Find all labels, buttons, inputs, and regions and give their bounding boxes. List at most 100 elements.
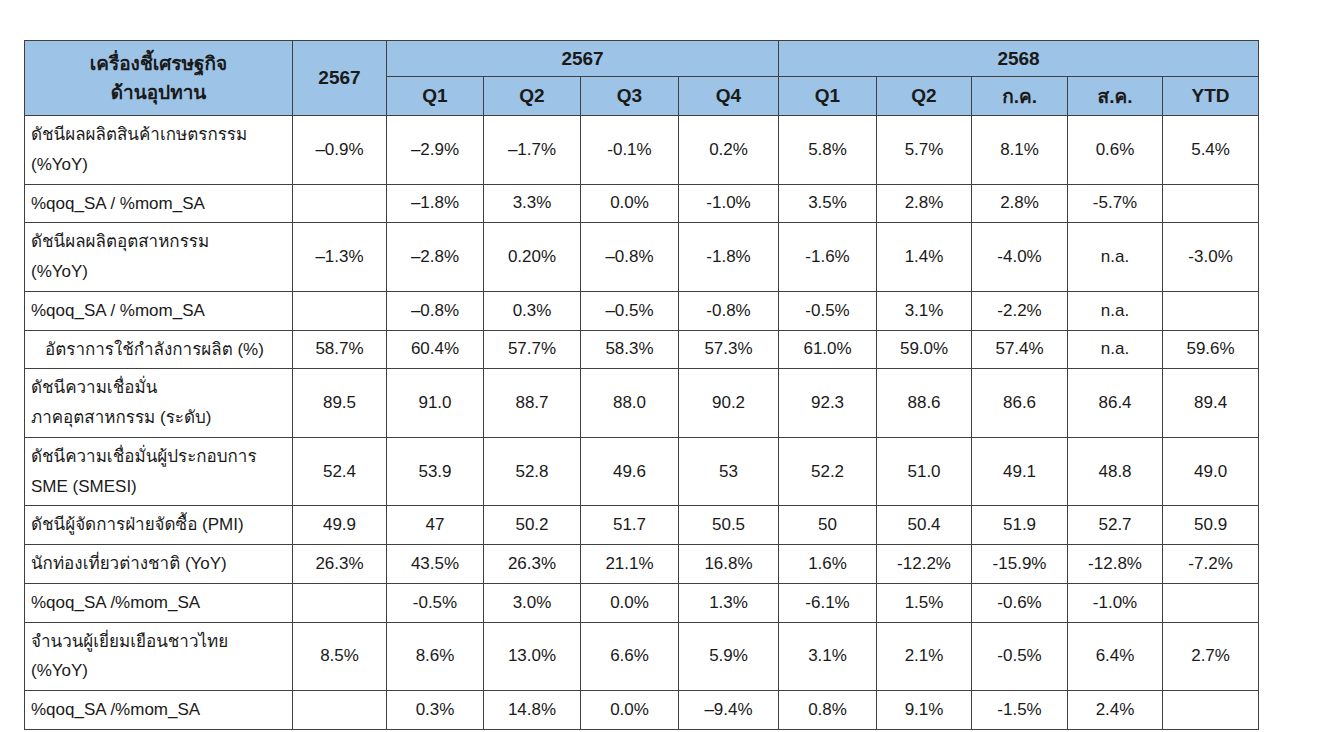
value-cell: 58.7% [293, 330, 387, 369]
value-cell: 0.20% [484, 223, 581, 292]
value-cell: 52.2 [779, 437, 877, 506]
value-cell: –0.8% [581, 223, 679, 292]
value-cell: 8.6% [387, 622, 484, 691]
value-cell [1163, 691, 1259, 730]
value-cell: –0.8% [387, 291, 484, 330]
value-cell: 51.7 [581, 506, 679, 545]
value-cell: 50.2 [484, 506, 581, 545]
value-cell: 0.0% [581, 184, 679, 223]
value-cell: n.a. [1068, 223, 1163, 292]
value-cell: -7.2% [1163, 545, 1259, 584]
value-cell: 57.4% [972, 330, 1068, 369]
row-label: ดัชนีความเชื่อมั่นผู้ประกอบการ SME (SMES… [25, 437, 293, 506]
value-cell: 2.8% [972, 184, 1068, 223]
value-cell: 49.9 [293, 506, 387, 545]
value-cell: 89.5 [293, 369, 387, 438]
value-cell [1163, 184, 1259, 223]
value-cell: 0.6% [1068, 116, 1163, 185]
value-cell: 48.8 [1068, 437, 1163, 506]
value-cell: -1.0% [1068, 583, 1163, 622]
table-row: นักท่องเที่ยวต่างชาติ (YoY)26.3%43.5%26.… [25, 545, 1259, 584]
header-year-row: เครื่องชี้เศรษฐกิจ ด้านอุปทาน 2567 2567 … [25, 41, 1259, 77]
col-header-2568-q2: Q2 [877, 77, 972, 116]
value-cell: 49.1 [972, 437, 1068, 506]
value-cell: 6.6% [581, 622, 679, 691]
value-cell: 50.9 [1163, 506, 1259, 545]
value-cell: -12.2% [877, 545, 972, 584]
row-label: %qoq_SA / %mom_SA [25, 184, 293, 223]
col-header-2568-aug: ส.ค. [1068, 77, 1163, 116]
value-cell: 8.5% [293, 622, 387, 691]
value-cell: -15.9% [972, 545, 1068, 584]
value-cell: 59.0% [877, 330, 972, 369]
value-cell [293, 583, 387, 622]
value-cell: –0.9% [293, 116, 387, 185]
row-label: %qoq_SA /%mom_SA [25, 583, 293, 622]
value-cell: 5.4% [1163, 116, 1259, 185]
value-cell: 49.6 [581, 437, 679, 506]
value-cell: 88.6 [877, 369, 972, 438]
col-group-2567: 2567 [387, 41, 779, 77]
value-cell: –1.7% [484, 116, 581, 185]
value-cell: 3.1% [877, 291, 972, 330]
value-cell: 92.3 [779, 369, 877, 438]
value-cell: 8.1% [972, 116, 1068, 185]
value-cell: 6.4% [1068, 622, 1163, 691]
col-header-2567-q4: Q4 [679, 77, 779, 116]
value-cell: 52.8 [484, 437, 581, 506]
table-title: เครื่องชี้เศรษฐกิจ ด้านอุปทาน [25, 41, 293, 116]
value-cell: -0.8% [679, 291, 779, 330]
value-cell: 0.0% [581, 691, 679, 730]
value-cell: 1.6% [779, 545, 877, 584]
value-cell: –9.4% [679, 691, 779, 730]
col-header-2568-ytd: YTD [1163, 77, 1259, 116]
value-cell: 59.6% [1163, 330, 1259, 369]
value-cell: -1.5% [972, 691, 1068, 730]
table-body: ดัชนีผลผลิตสินค้าเกษตรกรรม (%YoY)–0.9%–2… [25, 116, 1259, 730]
value-cell: 3.0% [484, 583, 581, 622]
col-group-2568: 2568 [779, 41, 1259, 77]
table-row: ดัชนีความเชื่อมั่น ภาคอุตสาหกรรม (ระดับ)… [25, 369, 1259, 438]
value-cell: 1.5% [877, 583, 972, 622]
table-row: จำนวนผู้เยี่ยมเยือนชาวไทย (%YoY)8.5%8.6%… [25, 622, 1259, 691]
row-label: อัตราการใช้กำลังการผลิต (%) [25, 330, 293, 369]
value-cell: 88.0 [581, 369, 679, 438]
value-cell: 50 [779, 506, 877, 545]
col-header-2568-jul: ก.ค. [972, 77, 1068, 116]
document-page: เครื่องชี้เศรษฐกิจ ด้านอุปทาน 2567 2567 … [0, 0, 1320, 732]
value-cell: 0.3% [484, 291, 581, 330]
table-row: %qoq_SA / %mom_SA–0.8%0.3%–0.5%-0.8%-0.5… [25, 291, 1259, 330]
value-cell: 0.2% [679, 116, 779, 185]
col-header-annual-2567: 2567 [293, 41, 387, 116]
value-cell: 2.4% [1068, 691, 1163, 730]
value-cell: -0.5% [779, 291, 877, 330]
value-cell: 86.4 [1068, 369, 1163, 438]
value-cell: 47 [387, 506, 484, 545]
value-cell: 0.3% [387, 691, 484, 730]
value-cell: –2.8% [387, 223, 484, 292]
value-cell: 5.8% [779, 116, 877, 185]
value-cell: 26.3% [484, 545, 581, 584]
table-row: %qoq_SA / %mom_SA–1.8%3.3%0.0%-1.0%3.5%2… [25, 184, 1259, 223]
value-cell: n.a. [1068, 330, 1163, 369]
value-cell: –1.3% [293, 223, 387, 292]
value-cell: –1.8% [387, 184, 484, 223]
value-cell: 52.4 [293, 437, 387, 506]
value-cell [293, 691, 387, 730]
value-cell: 57.3% [679, 330, 779, 369]
value-cell: 89.4 [1163, 369, 1259, 438]
row-label: นักท่องเที่ยวต่างชาติ (YoY) [25, 545, 293, 584]
value-cell: 53.9 [387, 437, 484, 506]
table-row: ดัชนีผลผลิตสินค้าเกษตรกรรม (%YoY)–0.9%–2… [25, 116, 1259, 185]
value-cell: 50.5 [679, 506, 779, 545]
value-cell: -3.0% [1163, 223, 1259, 292]
col-header-2567-q3: Q3 [581, 77, 679, 116]
value-cell: 61.0% [779, 330, 877, 369]
value-cell: 51.9 [972, 506, 1068, 545]
table-row: ดัชนีความเชื่อมั่นผู้ประกอบการ SME (SMES… [25, 437, 1259, 506]
value-cell: 90.2 [679, 369, 779, 438]
row-label: %qoq_SA /%mom_SA [25, 691, 293, 730]
value-cell [293, 291, 387, 330]
value-cell: -6.1% [779, 583, 877, 622]
value-cell: 21.1% [581, 545, 679, 584]
